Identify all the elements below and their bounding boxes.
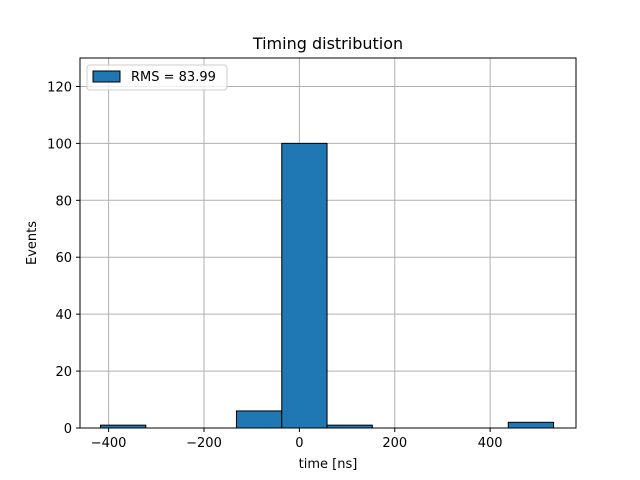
legend-swatch bbox=[92, 70, 121, 83]
x-axis-label: time [ns] bbox=[299, 457, 358, 472]
y-tick-label: 20 bbox=[55, 365, 72, 380]
y-tick-label: 0 bbox=[64, 422, 72, 437]
plot-background bbox=[80, 58, 576, 428]
legend-entry-label: RMS = 83.99 bbox=[131, 70, 216, 85]
histogram-bars bbox=[100, 142, 555, 429]
y-tick-label: 120 bbox=[47, 80, 72, 95]
x-tick-label: −200 bbox=[186, 436, 222, 451]
y-tick-label: 80 bbox=[55, 194, 72, 209]
histogram-bar bbox=[281, 142, 328, 429]
y-axis-label: Events bbox=[25, 221, 40, 265]
chart-title: Timing distribution bbox=[252, 34, 403, 53]
histogram-bar bbox=[235, 410, 283, 429]
legend-box bbox=[86, 64, 228, 91]
y-tick-label: 40 bbox=[55, 308, 72, 323]
histogram-bar bbox=[507, 421, 555, 429]
legend: RMS = 83.99 bbox=[86, 64, 228, 91]
y-tick-label: 100 bbox=[47, 137, 72, 152]
plot-frame bbox=[79, 57, 577, 429]
x-tick-label: 0 bbox=[295, 436, 303, 451]
y-tick-label: 60 bbox=[55, 251, 72, 266]
x-tick-label: 400 bbox=[478, 436, 503, 451]
x-tick-label: −400 bbox=[91, 436, 127, 451]
y-axis-ticks: 0 20 40 60 80 100 120 bbox=[47, 80, 80, 437]
x-tick-label: 200 bbox=[382, 436, 407, 451]
x-axis-ticks: −400 −200 0 200 400 bbox=[91, 428, 503, 451]
